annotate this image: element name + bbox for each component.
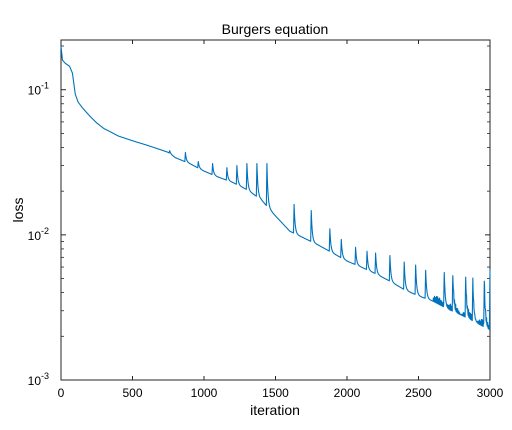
x-axis-ticks: 0 500 1000 1500 2000 2500 3000 <box>58 40 504 400</box>
x-tick-label: 2000 <box>334 386 361 400</box>
y-tick-exponent: -3 <box>41 371 49 381</box>
x-tick-label: 500 <box>122 386 142 400</box>
loss-series-line <box>60 45 491 331</box>
x-tick-label: 1500 <box>262 386 289 400</box>
y-tick-exponent: -1 <box>41 81 49 91</box>
x-tick-label: 1000 <box>191 386 218 400</box>
y-tick-label: 10 <box>28 374 42 388</box>
y-tick-label: 10 <box>28 229 42 243</box>
x-tick-label: 3000 <box>477 386 504 400</box>
chart-title: Burgers equation <box>222 21 329 37</box>
y-tick-label: 10 <box>28 84 42 98</box>
y-tick-exponent: -2 <box>41 226 49 236</box>
y-axis-label: loss <box>10 198 26 223</box>
x-tick-label: 0 <box>58 386 65 400</box>
y-axis-ticks: 10-110-210-3 <box>28 45 490 388</box>
x-axis-label: iteration <box>250 402 300 418</box>
x-tick-label: 2500 <box>405 386 432 400</box>
